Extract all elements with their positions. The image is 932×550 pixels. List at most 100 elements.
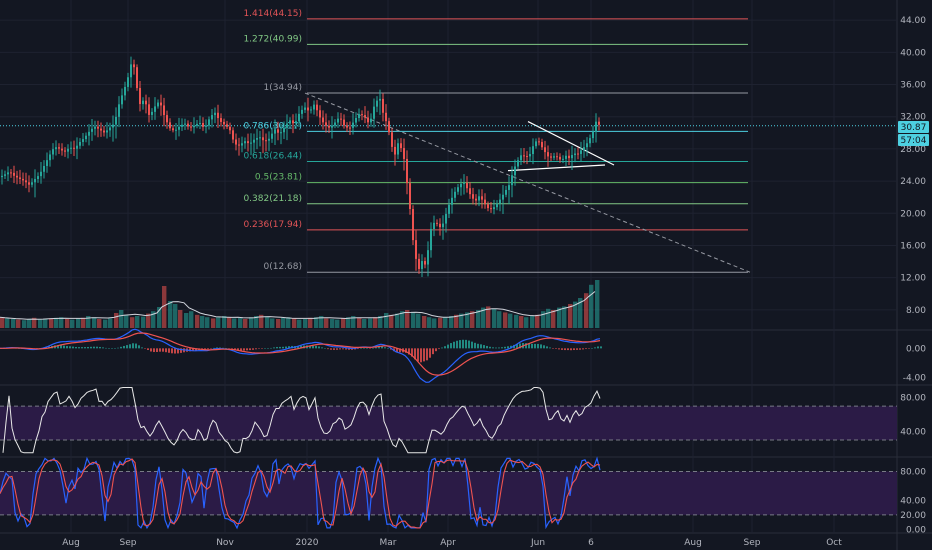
- macd-hist-bar: [465, 339, 467, 349]
- macd-hist-bar: [486, 345, 488, 349]
- candle-body: [553, 156, 555, 158]
- candle-body: [589, 138, 591, 144]
- candle-body: [541, 141, 543, 148]
- macd-hist-bar: [423, 348, 425, 362]
- macd-hist-bar: [255, 348, 257, 350]
- volume-bar: [103, 319, 108, 328]
- volume-bar: [508, 313, 513, 328]
- candle-body: [499, 199, 501, 204]
- volume-bar: [184, 313, 189, 328]
- candle-body: [28, 182, 30, 185]
- candle-body: [244, 141, 246, 144]
- macd-hist-bar: [537, 343, 539, 349]
- macd-hist-bar: [99, 346, 101, 349]
- volume-ma-line: [0, 291, 596, 320]
- candle-body: [247, 141, 249, 144]
- macd-hist-bar: [249, 348, 251, 351]
- candle-body: [67, 148, 69, 152]
- candle-body: [412, 209, 414, 241]
- macd-hist-bar: [453, 341, 455, 349]
- volume-bar: [378, 316, 383, 328]
- volume-bar: [286, 317, 291, 328]
- candle-body: [100, 128, 102, 131]
- macd-hist-bar: [321, 347, 323, 349]
- candle-body: [235, 139, 237, 145]
- volume-bar: [454, 314, 459, 328]
- candle-body: [115, 116, 117, 125]
- volume-bar: [557, 307, 562, 328]
- macd-hist-bar: [285, 346, 287, 349]
- volume-bars: [0, 280, 600, 328]
- macd-hist-bar: [474, 342, 476, 349]
- volume-bar: [589, 284, 594, 328]
- candle-body: [217, 112, 219, 119]
- volume-bar: [59, 317, 64, 328]
- candle-body: [223, 121, 225, 125]
- macd-hist-bar: [243, 348, 245, 351]
- stoch-tick-label: 0.00: [906, 525, 926, 535]
- candle-body: [142, 100, 144, 105]
- candle-body: [220, 118, 222, 122]
- time-axis[interactable]: Aug Sep Nov 2020 Mar Apr Jun 6 Aug Sep Oct: [62, 538, 842, 548]
- macd-hist-bar: [384, 347, 386, 349]
- candle-body: [265, 140, 267, 142]
- price-tick-label: 8.00: [906, 306, 926, 316]
- volume-bar: [541, 311, 546, 328]
- candle-body: [352, 122, 354, 128]
- candle-body: [187, 123, 189, 127]
- volume-bar: [43, 319, 48, 328]
- macd-hist-bar: [117, 347, 119, 349]
- triangle-top-line[interactable]: [527, 121, 615, 166]
- candle-body: [385, 112, 387, 122]
- volume-bar: [11, 319, 16, 328]
- candle-body: [511, 175, 513, 186]
- volume-bar: [76, 318, 81, 328]
- macd-tick-label: 0.00: [906, 344, 926, 354]
- macd-hist-bar: [576, 348, 578, 350]
- volume-bar: [162, 286, 167, 328]
- macd-hist-bar: [594, 347, 596, 349]
- macd-hist-bar: [489, 346, 491, 349]
- macd-hist-bar: [168, 348, 170, 353]
- candle-body: [556, 156, 558, 158]
- volume-bar: [249, 317, 254, 328]
- macd-hist-bar: [492, 347, 494, 349]
- candle-body: [331, 125, 333, 128]
- volume-bar: [92, 317, 97, 328]
- last-price-tag: 30.87: [898, 121, 929, 133]
- macd-hist-bar: [519, 343, 521, 349]
- macd-hist-bar: [585, 348, 587, 350]
- candle-body: [16, 175, 18, 178]
- time-tick-label: Aug: [684, 538, 702, 548]
- volume-bar: [535, 314, 540, 328]
- volume-bar: [189, 311, 194, 328]
- candle-body: [397, 143, 399, 155]
- macd-hist-bar: [333, 348, 335, 350]
- candle-body: [82, 139, 84, 142]
- volume-bar: [432, 318, 437, 328]
- candle-body: [403, 148, 405, 159]
- volume-bar: [211, 318, 216, 328]
- price-axis[interactable]: 44.00 40.00 36.00 32.00 28.00 24.00 20.00 16.00…: [900, 16, 926, 535]
- candle-body: [280, 132, 282, 134]
- macd-hist-bar: [432, 348, 434, 355]
- macd-hist-bar: [414, 348, 416, 360]
- macd-hist-bar: [483, 345, 485, 349]
- candle-body: [172, 128, 174, 131]
- candle-body: [88, 131, 90, 136]
- macd-hist-bar: [360, 348, 362, 349]
- stoch-tick-label: 20.00: [900, 511, 926, 521]
- macd-tick-label: -4.00: [903, 374, 927, 384]
- fib-levels[interactable]: 1.414(44.15) 1.272(40.99) 1(34.94) 0.786(30…: [243, 9, 748, 273]
- candle-body: [70, 147, 72, 149]
- volume-bar: [65, 319, 70, 328]
- volume-bar: [449, 316, 454, 328]
- macd-hist-bar: [210, 348, 212, 349]
- candle-body: [214, 112, 216, 116]
- candle-body: [13, 172, 15, 176]
- triangle-bottom-line[interactable]: [507, 164, 606, 172]
- macd-hist-bar: [582, 348, 584, 350]
- candle-body: [112, 124, 114, 128]
- trendline[interactable]: [304, 92, 751, 273]
